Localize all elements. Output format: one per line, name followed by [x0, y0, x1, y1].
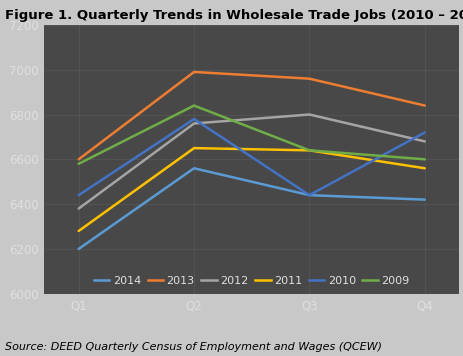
Legend: 2014, 2013, 2012, 2011, 2010, 2009: 2014, 2013, 2012, 2011, 2010, 2009 [91, 274, 411, 288]
Text: Source: DEED Quarterly Census of Employment and Wages (QCEW): Source: DEED Quarterly Census of Employm… [5, 342, 381, 352]
Text: Figure 1. Quarterly Trends in Wholesale Trade Jobs (2010 – 2014): Figure 1. Quarterly Trends in Wholesale … [5, 9, 463, 22]
